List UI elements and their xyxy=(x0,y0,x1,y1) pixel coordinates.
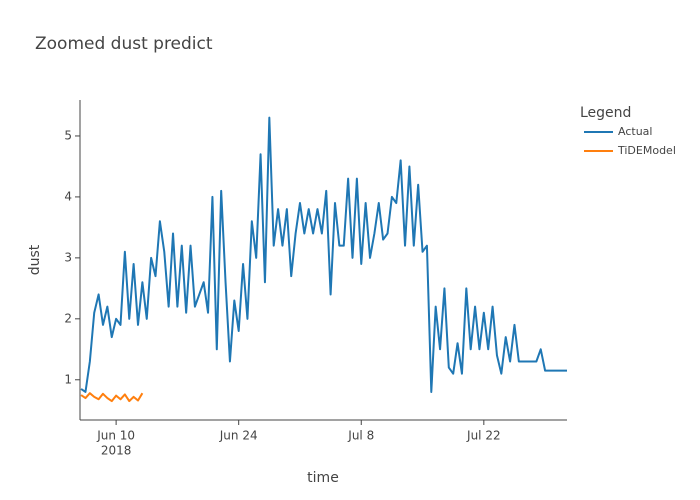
y-axis-label: dust xyxy=(27,244,43,275)
y-tick-label: 1 xyxy=(64,372,72,386)
y-tick-label: 5 xyxy=(64,128,72,142)
legend-title: Legend xyxy=(580,105,631,121)
x-axis-label: time xyxy=(307,470,339,486)
chart-title: Zoomed dust predict xyxy=(35,34,213,54)
x-tick-label: Jul 22 xyxy=(466,429,501,443)
x-tick-label: Jun 24 xyxy=(219,429,258,443)
x-year-label: 2018 xyxy=(101,444,132,458)
legend-label: TiDEModel xyxy=(617,144,676,157)
y-tick-label: 2 xyxy=(64,311,72,325)
series-line xyxy=(80,116,567,393)
legend-label: Actual xyxy=(618,125,652,138)
y-tick-label: 4 xyxy=(64,189,72,203)
series-line xyxy=(80,392,144,403)
x-tick-label: Jun 10 xyxy=(96,429,135,443)
y-tick-label: 3 xyxy=(64,250,72,264)
x-tick-label: Jul 8 xyxy=(347,429,374,443)
